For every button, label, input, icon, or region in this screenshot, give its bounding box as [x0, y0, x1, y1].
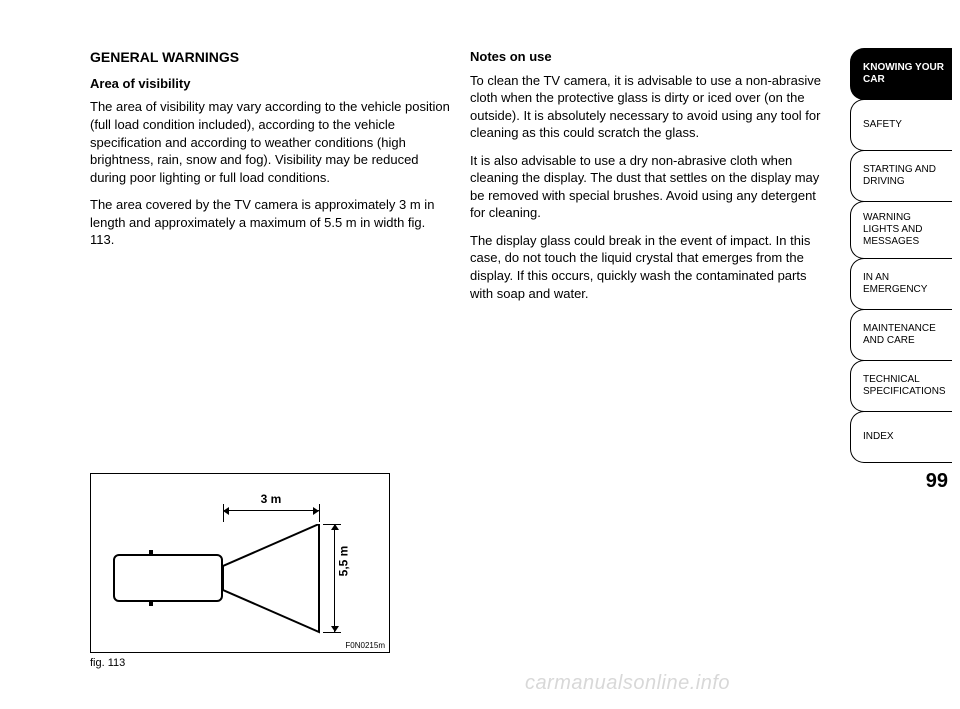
page-number: 99	[850, 462, 952, 493]
dimension-length-arrow-icon	[223, 510, 319, 511]
mirror-icon	[149, 600, 153, 606]
content-area: GENERAL WARNINGS Area of visibility The …	[0, 0, 850, 709]
dimension-length-label: 3 m	[231, 492, 311, 506]
general-warnings-heading: GENERAL WARNINGS	[90, 48, 450, 67]
figure-reference-code: F0N0215m	[345, 641, 385, 650]
tab-label: SAFETY	[863, 119, 902, 131]
tab-label: TECHNICAL SPECIFICATIONS	[863, 374, 946, 398]
notes-paragraph-1: To clean the TV camera, it is advisable …	[470, 72, 830, 142]
tab-index[interactable]: INDEX	[850, 411, 952, 463]
watermark-text: carmanualsonline.info	[525, 672, 730, 695]
vehicle-outline-icon	[113, 554, 223, 602]
tab-label: INDEX	[863, 431, 894, 443]
section-tabs-sidebar: KNOWING YOUR CAR SAFETY STARTING AND DRI…	[850, 0, 960, 709]
dimension-tick-icon	[223, 504, 224, 522]
tab-label: MAINTENANCE AND CARE	[863, 323, 944, 347]
area-of-visibility-heading: Area of visibility	[90, 75, 450, 93]
visibility-paragraph-2: The area covered by the TV camera is app…	[90, 196, 450, 249]
tab-safety[interactable]: SAFETY	[850, 99, 952, 151]
manual-page: GENERAL WARNINGS Area of visibility The …	[0, 0, 960, 709]
tab-label: WARNING LIGHTS AND MESSAGES	[863, 212, 944, 248]
tab-knowing-your-car[interactable]: KNOWING YOUR CAR	[850, 48, 952, 100]
notes-on-use-heading: Notes on use	[470, 48, 830, 66]
tab-warning-lights[interactable]: WARNING LIGHTS AND MESSAGES	[850, 201, 952, 259]
right-column: Notes on use To clean the TV camera, it …	[470, 48, 830, 689]
visibility-paragraph-1: The area of visibility may vary accordin…	[90, 98, 450, 186]
tab-starting-and-driving[interactable]: STARTING AND DRIVING	[850, 150, 952, 202]
notes-paragraph-3: The display glass could break in the eve…	[470, 232, 830, 302]
dimension-tick-icon	[323, 632, 341, 633]
figure-box: 3 m 5,5 m F0N0215m	[90, 473, 390, 653]
tab-label: STARTING AND DRIVING	[863, 164, 944, 188]
dimension-tick-icon	[319, 504, 320, 522]
tab-label: KNOWING YOUR CAR	[863, 62, 944, 86]
notes-paragraph-2: It is also advisable to use a dry non-ab…	[470, 152, 830, 222]
tab-technical-specifications[interactable]: TECHNICAL SPECIFICATIONS	[850, 360, 952, 412]
dimension-width-label: 5,5 m	[337, 546, 351, 577]
tab-label: IN AN EMERGENCY	[863, 272, 944, 296]
figure-caption: fig. 113	[90, 657, 390, 669]
mirror-icon	[149, 550, 153, 556]
tab-maintenance-and-care[interactable]: MAINTENANCE AND CARE	[850, 309, 952, 361]
dimension-tick-icon	[323, 524, 341, 525]
dimension-width-arrow-icon	[334, 524, 335, 632]
figure-113: 3 m 5,5 m F0N0215m fig. 113	[90, 473, 390, 669]
tab-in-an-emergency[interactable]: IN AN EMERGENCY	[850, 258, 952, 310]
camera-beam-icon	[223, 524, 323, 634]
